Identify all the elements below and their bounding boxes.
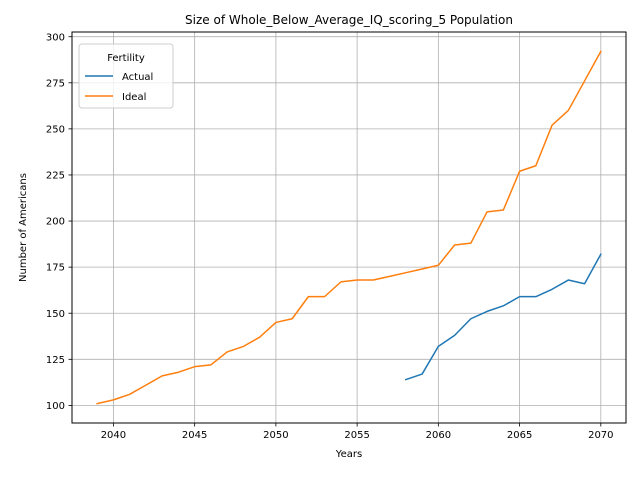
x-tick-label: 2060 [426,430,451,441]
y-tick-label: 175 [46,263,65,274]
chart-title: Size of Whole_Below_Average_IQ_scoring_5… [185,13,513,27]
y-tick-label: 225 [46,171,65,182]
x-tick-label: 2065 [507,430,532,441]
series-line-actual [404,253,602,381]
x-tick-label: 2040 [101,430,126,441]
y-tick-label: 125 [46,355,65,366]
x-axis-label: Years [335,449,362,460]
x-axis-ticks: 2040 2045 2050 2055 2060 2065 2070 [101,423,614,441]
legend-title: Fertility [107,53,145,64]
y-axis-ticks: 100 125 150 175 200 225 250 275 300 [46,32,72,412]
x-tick-label: 2050 [263,430,288,441]
y-tick-label: 250 [46,124,65,135]
series-lines [96,50,602,405]
y-tick-label: 150 [46,309,65,320]
y-tick-label: 200 [46,217,65,228]
y-tick-label: 100 [46,401,65,412]
x-tick-label: 2045 [182,430,207,441]
y-tick-label: 275 [46,78,65,89]
legend-label-ideal: Ideal [122,92,146,103]
y-tick-label: 300 [46,32,65,43]
legend-label-actual: Actual [122,72,153,83]
series-line-ideal [96,50,602,405]
legend: Fertility Actual Ideal [78,43,174,109]
plot-frame [71,31,627,424]
x-tick-label: 2070 [588,430,613,441]
grid [72,32,626,423]
legend-box [78,43,174,109]
y-axis-label: Number of Americans [18,173,29,282]
x-tick-label: 2055 [344,430,369,441]
